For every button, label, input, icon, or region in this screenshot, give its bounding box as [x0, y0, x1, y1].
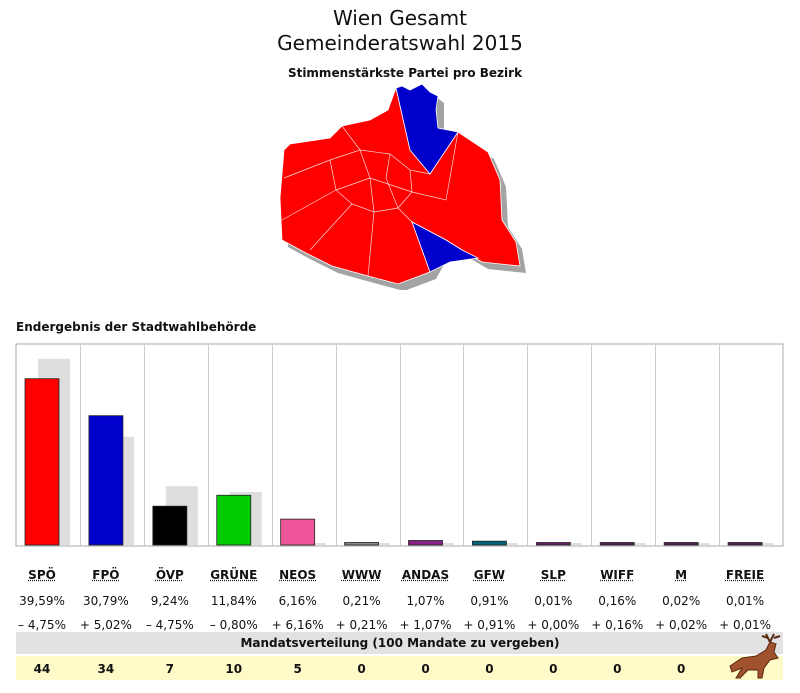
party-label-2[interactable]: ÖVP — [155, 568, 184, 582]
bar-7 — [472, 540, 507, 546]
percent-label-0: 39,59% — [19, 594, 65, 608]
percent-label-4: 6,16% — [278, 594, 317, 608]
bar-4 — [280, 518, 316, 546]
percent-label-5: 0,21% — [342, 594, 381, 608]
diff-label-5: + 0,21% — [335, 618, 388, 632]
map-region-spo — [279, 86, 521, 285]
diff-label-0: – 4,75% — [18, 618, 66, 632]
seat-count-1: 34 — [97, 662, 115, 676]
diff-label-10: + 0,02% — [655, 618, 708, 632]
party-label-1[interactable]: FPÖ — [92, 568, 120, 582]
seat-count-8: 0 — [549, 662, 558, 676]
percent-label-6: 1,07% — [406, 594, 445, 608]
diff-label-8: + 0,00% — [527, 618, 580, 632]
percent-label-2: 9,24% — [150, 594, 189, 608]
bar-5 — [344, 542, 379, 546]
party-label-0[interactable]: SPÖ — [28, 568, 56, 582]
diff-label-9: + 0,16% — [591, 618, 644, 632]
diff-label-4: + 6,16% — [271, 618, 324, 632]
map-region-fpo-north — [395, 83, 459, 175]
party-label-8[interactable]: SLP — [540, 568, 566, 582]
mandate-header-bar — [16, 632, 783, 654]
bar-10 — [663, 542, 699, 546]
percent-label-10: 0,02% — [662, 594, 701, 608]
party-label-6[interactable]: ANDAS — [401, 568, 450, 582]
percent-label-9: 0,16% — [598, 594, 637, 608]
diff-label-2: – 4,75% — [145, 618, 194, 632]
page-subtitle: Gemeinderatswahl 2015 — [277, 31, 523, 55]
seat-count-6: 0 — [421, 662, 430, 676]
party-label-9[interactable]: WIFF — [600, 568, 635, 582]
seat-row — [16, 656, 783, 680]
party-label-4[interactable]: NEOS — [279, 568, 317, 582]
bar-3 — [216, 494, 252, 546]
party-label-11[interactable]: FREIE — [725, 568, 765, 582]
bar-0 — [24, 378, 60, 546]
map-region-fpo-south — [411, 221, 480, 273]
map-title: Stimmenstärkste Partei pro Bezirk — [287, 66, 523, 80]
seat-count-5: 0 — [357, 662, 366, 676]
seat-count-10: 0 — [676, 662, 686, 676]
bar-9 — [599, 542, 635, 546]
diff-label-1: + 5,02% — [79, 618, 132, 632]
percent-label-11: 0,01% — [726, 594, 765, 608]
results-title: Endergebnis der Stadtwahlbehörde — [16, 320, 257, 334]
party-label-3[interactable]: GRÜNE — [210, 568, 258, 582]
percent-label-1: 30,79% — [83, 594, 129, 608]
party-label-10[interactable]: M — [675, 568, 688, 582]
diff-label-11: + 0,01% — [719, 618, 772, 632]
seat-count-4: 5 — [293, 662, 302, 676]
percent-label-3: 11,84% — [210, 594, 257, 608]
party-label-7[interactable]: GFW — [473, 568, 506, 582]
party-label-5[interactable]: WWW — [341, 568, 382, 582]
results-bar-chart — [15, 343, 784, 547]
bar-2 — [152, 505, 188, 546]
bar-11 — [727, 542, 763, 546]
bar-6 — [408, 540, 443, 546]
seat-count-7: 0 — [485, 662, 494, 676]
seat-count-2: 7 — [165, 662, 174, 676]
percent-label-7: 0,91% — [470, 594, 509, 608]
diff-label-6: + 1,07% — [399, 618, 452, 632]
district-map — [279, 83, 526, 290]
percent-label-8: 0,01% — [534, 594, 573, 608]
bar-8 — [535, 542, 571, 546]
diff-label-7: + 0,91% — [463, 618, 516, 632]
mandate-title: Mandatsverteilung (100 Mandate zu vergeb… — [240, 636, 560, 650]
diff-label-3: – 0,80% — [209, 618, 258, 632]
page-title: Wien Gesamt — [332, 6, 468, 30]
vienna-deer-icon — [729, 633, 781, 679]
seat-count-0: 44 — [33, 662, 51, 676]
bar-1 — [88, 415, 124, 546]
seat-count-9: 0 — [613, 662, 622, 676]
seat-count-3: 10 — [225, 662, 243, 676]
